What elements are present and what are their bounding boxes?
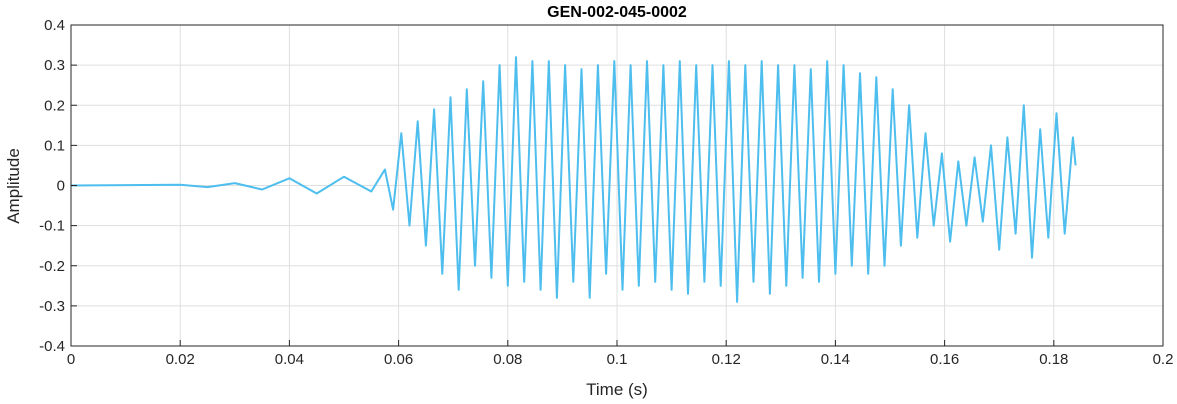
- x-tick-label: 0.02: [166, 351, 195, 368]
- series-line-0: [70, 56, 1077, 303]
- x-tick-label: 0.18: [1039, 351, 1068, 368]
- x-tick-label: 0.08: [493, 351, 522, 368]
- y-tick-label: 0.2: [44, 97, 65, 114]
- x-axis-ticks: 0 0.02 0.04 0.06 0.08 0.1 0.12 0.14 0.16 0.18 0.2: [67, 340, 1174, 368]
- y-tick-label: 0.4: [44, 17, 65, 34]
- y-tick-label: -0.1: [39, 218, 65, 235]
- y-tick-label: -0.3: [39, 298, 65, 315]
- x-tick-label: 0.2: [1153, 351, 1174, 368]
- x-tick-label: 0.1: [607, 351, 628, 368]
- x-tick-label: 0: [67, 351, 75, 368]
- x-tick-label: 0.16: [930, 351, 959, 368]
- y-tick-label: 0.3: [44, 57, 65, 74]
- x-tick-label: 0.12: [712, 351, 741, 368]
- series-layer: [70, 56, 1077, 303]
- y-axis-label: Amplitude: [4, 148, 23, 224]
- x-tick-label: 0.14: [821, 351, 850, 368]
- y-axis-ticks: 0.4 0.3 0.2 0.1 0 -0.1 -0.2 -0.3 -0.4: [39, 17, 77, 355]
- y-tick-label: 0.1: [44, 137, 65, 154]
- x-tick-label: 0.06: [384, 351, 413, 368]
- y-tick-label: -0.4: [39, 338, 65, 355]
- chart-title: GEN-002-045-0002: [547, 4, 687, 21]
- y-tick-label: 0: [57, 178, 65, 195]
- x-tick-label: 0.04: [275, 351, 304, 368]
- x-axis-label: Time (s): [586, 380, 648, 399]
- y-tick-label: -0.2: [39, 258, 65, 275]
